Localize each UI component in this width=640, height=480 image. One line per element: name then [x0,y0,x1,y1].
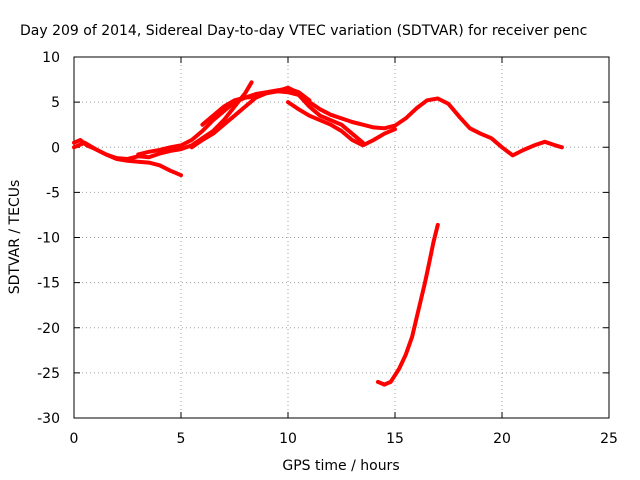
x-tick-label: 5 [177,431,186,447]
x-tick-label: 15 [386,431,404,447]
y-tick-label: -20 [37,321,60,337]
y-axis-label: SDTVAR / TECUs [7,180,23,295]
x-tick-label: 20 [493,431,511,447]
y-tick-label: -30 [37,411,60,427]
series-group [72,80,564,387]
y-tick-label: -25 [37,366,60,382]
series-line-track-5 [200,89,365,145]
y-tick-label: -5 [46,185,60,201]
y-tick-label: 10 [42,50,60,66]
series-line-track-4 [189,85,564,158]
y-tick-label: 5 [51,95,60,111]
series-line-track-7 [375,222,440,387]
x-tick-label: 0 [70,431,79,447]
axis-ticks [73,56,610,419]
y-tick-label: 0 [51,140,60,156]
x-tick-labels: 0 5 10 15 20 25 [70,431,618,447]
series-line-track-6 [286,100,397,148]
grid-lines [74,57,609,418]
series-line-track-2 [72,80,254,161]
y-tick-label: -10 [37,231,60,247]
x-tick-label: 10 [279,431,297,447]
chart-title: Day 209 of 2014, Sidereal Day-to-day VTE… [20,23,587,39]
x-axis-label: GPS time / hours [282,458,399,474]
y-tick-label: -15 [37,276,60,292]
x-tick-label: 25 [600,431,618,447]
y-tick-labels: -30 -25 -20 -15 -10 -5 0 5 10 [37,50,60,427]
